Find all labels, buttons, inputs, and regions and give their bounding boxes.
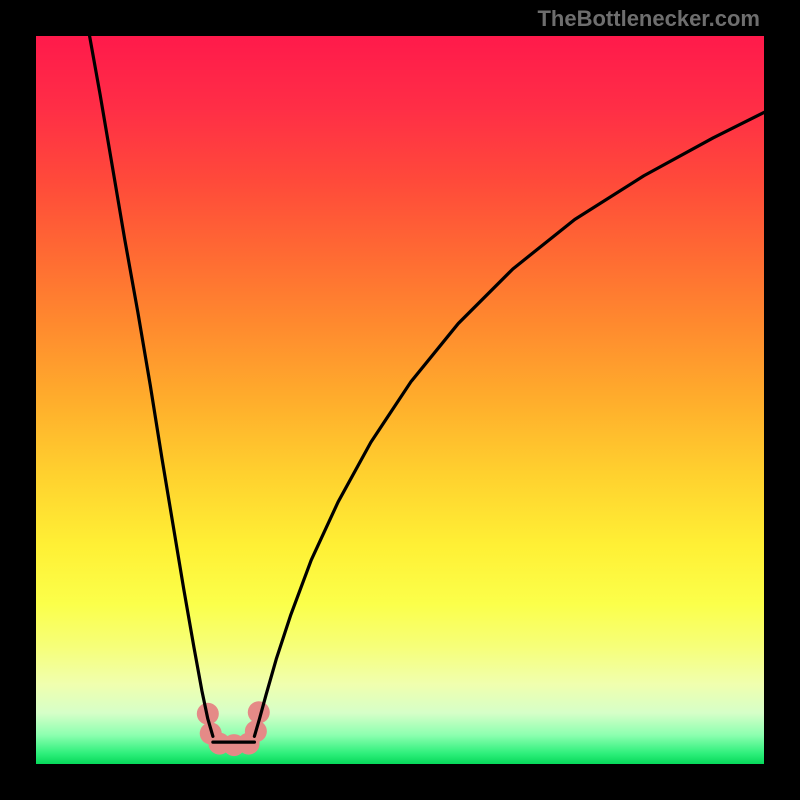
highlight-markers [197, 701, 270, 756]
plot-area [36, 36, 764, 764]
plot-overlay-svg [36, 36, 764, 764]
left-curve [87, 36, 213, 736]
right-curve [254, 109, 764, 737]
watermark-text: TheBottlenecker.com [537, 6, 760, 32]
outer-frame: TheBottlenecker.com [0, 0, 800, 800]
